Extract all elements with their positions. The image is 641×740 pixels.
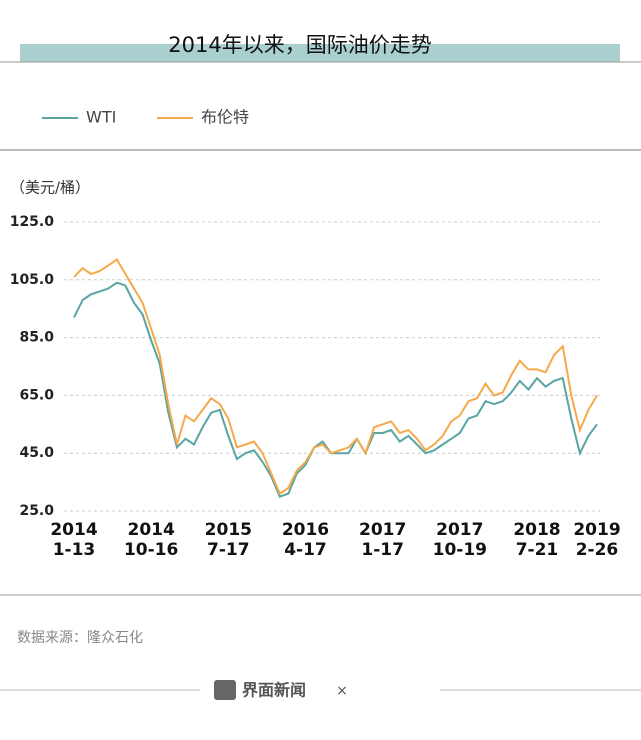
brand-icon [214, 680, 236, 700]
separator: × [336, 683, 348, 699]
x-tick-label: 2016 4-17 [282, 520, 329, 560]
source: 数据来源：隆众石化 [17, 630, 143, 646]
series-line [73, 258, 598, 496]
x-tick-label: 2018 7-21 [513, 520, 560, 560]
y-axis-label: （美元/桶） [10, 179, 90, 197]
x-tick-label: 2014 1-13 [50, 520, 97, 560]
x-tick-label: 2017 1-17 [359, 520, 406, 560]
series-line [73, 281, 598, 498]
x-tick-label: 2019 2-26 [573, 520, 620, 560]
y-tick-label: 65.0 [19, 387, 54, 403]
y-tick-label: 25.0 [19, 503, 54, 519]
x-tick-label: 2014 10-16 [124, 520, 178, 560]
y-tick-label: 105.0 [10, 272, 55, 288]
legend-label: WTI [86, 108, 116, 127]
y-tick-label: 85.0 [19, 330, 54, 346]
y-tick-label: 45.0 [19, 445, 54, 461]
legend-label: 布伦特 [201, 108, 249, 127]
x-tick-label: 2015 7-17 [205, 520, 252, 560]
y-tick-label: 125.0 [10, 214, 55, 230]
brand: 界面新闻 [242, 681, 306, 700]
chart-title: 2014年以来，国际油价走势 [168, 33, 431, 57]
title-banner [20, 44, 620, 62]
x-tick-label: 2017 10-19 [433, 520, 487, 560]
